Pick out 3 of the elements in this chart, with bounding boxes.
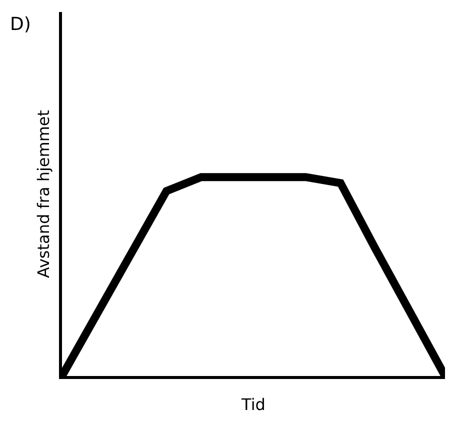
- chart-title: D): [10, 14, 31, 35]
- y-axis-title: Avstand fra hjemmet: [34, 110, 53, 278]
- x-axis-title: Tid: [240, 394, 266, 414]
